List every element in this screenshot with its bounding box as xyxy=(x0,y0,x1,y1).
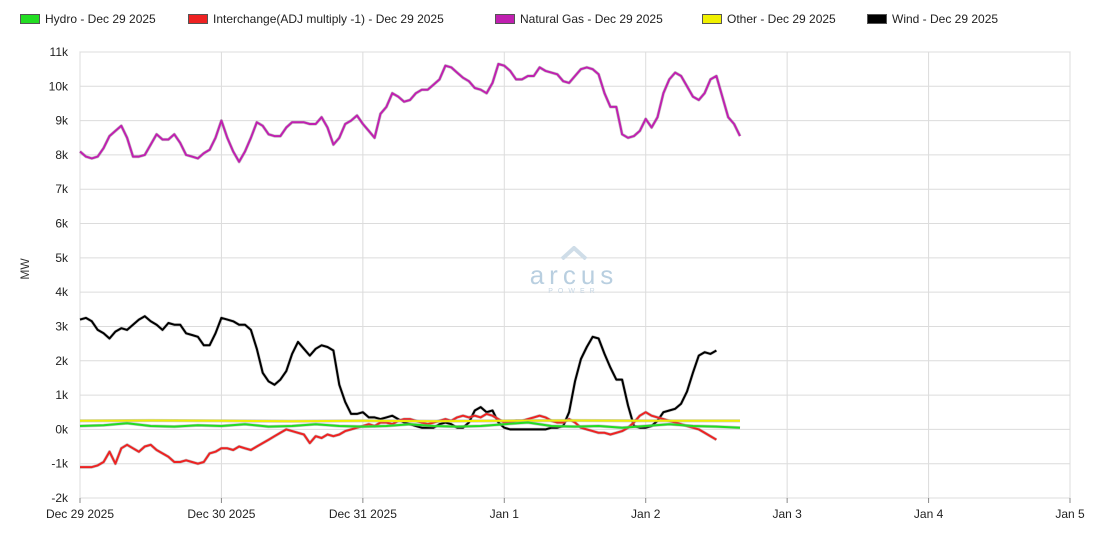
x-tick-label: Jan 5 xyxy=(1055,507,1085,521)
x-tick-label: Jan 3 xyxy=(772,507,802,521)
y-tick-label: 2k xyxy=(55,354,69,368)
legend-label-natural-gas: Natural Gas - Dec 29 2025 xyxy=(520,12,663,26)
y-tick-label: 10k xyxy=(49,79,69,93)
x-tick-label: Jan 2 xyxy=(631,507,661,521)
legend-label-interchange: Interchange(ADJ multiply -1) - Dec 29 20… xyxy=(213,12,444,26)
y-tick-label: 7k xyxy=(55,182,69,196)
y-tick-label: 6k xyxy=(55,217,69,231)
watermark-text: arcus xyxy=(529,260,619,290)
legend-item-wind[interactable]: Wind - Dec 29 2025 xyxy=(867,12,998,26)
y-tick-label: 4k xyxy=(55,285,69,299)
watermark-logo: arcus POWER xyxy=(514,246,634,295)
legend-item-natural-gas[interactable]: Natural Gas - Dec 29 2025 xyxy=(495,12,663,26)
y-tick-label: 11k xyxy=(50,45,69,59)
watermark-chevron-icon xyxy=(560,246,588,260)
watermark-subtext: POWER xyxy=(548,288,600,295)
legend-swatch-interchange xyxy=(188,14,208,24)
y-tick-label: -2k xyxy=(51,491,69,505)
legend-swatch-natural-gas xyxy=(495,14,515,24)
series-lines xyxy=(78,62,742,469)
series-line-other[interactable] xyxy=(79,419,740,423)
legend-item-interchange[interactable]: Interchange(ADJ multiply -1) - Dec 29 20… xyxy=(188,12,444,26)
series-line-natural[interactable] xyxy=(79,63,741,163)
y-tick-label: 0k xyxy=(55,422,69,436)
legend-label-other: Other - Dec 29 2025 xyxy=(727,12,836,26)
legend-swatch-other xyxy=(702,14,722,24)
x-tick-label: Dec 29 2025 xyxy=(46,507,114,521)
y-tick-label: 8k xyxy=(55,148,69,162)
x-tick-label: Dec 30 2025 xyxy=(187,507,255,521)
series-line-shadow xyxy=(79,314,718,431)
y-tick-label: 5k xyxy=(55,251,69,265)
legend-swatch-wind xyxy=(867,14,887,24)
legend-swatch-hydro xyxy=(20,14,40,24)
legend-item-hydro[interactable]: Hydro - Dec 29 2025 xyxy=(20,12,156,26)
y-tick-label: -1k xyxy=(51,457,69,471)
x-tick-label: Dec 31 2025 xyxy=(329,507,397,521)
x-tick-label: Jan 4 xyxy=(914,507,944,521)
series-line-shadow xyxy=(78,62,742,164)
gridlines xyxy=(79,51,1071,499)
y-tick-label: 9k xyxy=(55,114,69,128)
series-line-wind[interactable] xyxy=(79,315,717,431)
y-tick-label: 3k xyxy=(55,319,69,333)
legend-label-hydro: Hydro - Dec 29 2025 xyxy=(45,12,156,26)
y-tick-label: 1k xyxy=(55,388,69,402)
axes: 11k 10k 9k 8k 7k 6k 5k 4k 3k 2k 1k 0k -1k -2k Dec 29 2… xyxy=(46,45,1085,521)
x-tick-label: Jan 1 xyxy=(490,507,520,521)
legend-item-other[interactable]: Other - Dec 29 2025 xyxy=(702,12,836,26)
legend-label-wind: Wind - Dec 29 2025 xyxy=(892,12,999,26)
series-line-hydro[interactable] xyxy=(79,421,741,429)
